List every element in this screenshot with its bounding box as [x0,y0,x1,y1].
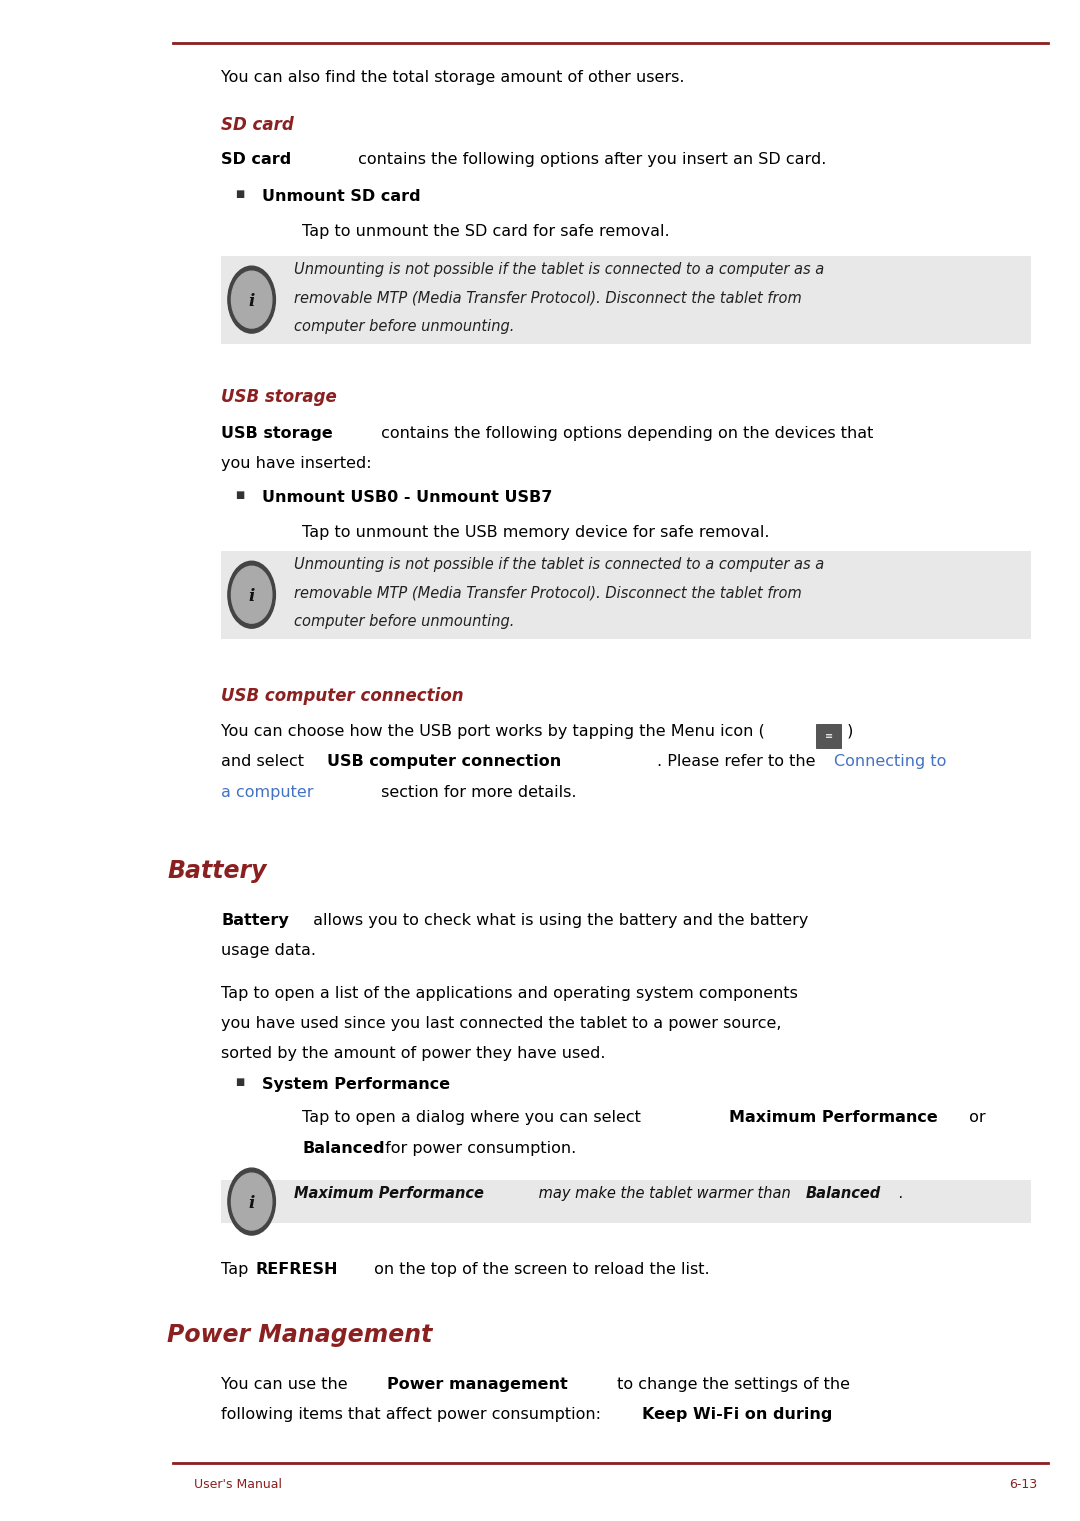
Text: ■: ■ [235,490,245,500]
FancyBboxPatch shape [816,724,841,748]
Text: 6-13: 6-13 [1009,1478,1037,1491]
Text: . Please refer to the: . Please refer to the [657,754,821,770]
Text: removable MTP (Media Transfer Protocol). Disconnect the tablet from: removable MTP (Media Transfer Protocol).… [294,291,801,306]
Text: Tap to unmount the SD card for safe removal.: Tap to unmount the SD card for safe remo… [302,224,670,239]
Text: Unmounting is not possible if the tablet is connected to a computer as a: Unmounting is not possible if the tablet… [294,262,824,277]
FancyBboxPatch shape [221,1180,1031,1223]
Text: You can use the: You can use the [221,1377,353,1392]
Circle shape [228,561,275,628]
Text: a computer: a computer [221,785,314,800]
Text: Battery: Battery [221,913,289,928]
Text: System Performance: System Performance [262,1077,450,1092]
Text: Tap to open a dialog where you can select: Tap to open a dialog where you can selec… [302,1110,647,1126]
Text: usage data.: usage data. [221,943,316,958]
Text: Tap: Tap [221,1262,254,1278]
Text: sorted by the amount of power they have used.: sorted by the amount of power they have … [221,1046,606,1062]
Text: you have inserted:: you have inserted: [221,456,372,472]
Text: .: . [899,1186,903,1202]
Text: ■: ■ [235,1077,245,1088]
Text: Power Management: Power Management [167,1323,433,1348]
Text: contains the following options depending on the devices that: contains the following options depending… [376,426,874,441]
FancyBboxPatch shape [221,551,1031,639]
Text: to change the settings of the: to change the settings of the [612,1377,850,1392]
Text: removable MTP (Media Transfer Protocol). Disconnect the tablet from: removable MTP (Media Transfer Protocol).… [294,586,801,601]
Text: Battery: Battery [167,859,267,884]
Text: i: i [248,1196,255,1212]
Text: ■: ■ [235,189,245,199]
Text: you have used since you last connected the tablet to a power source,: you have used since you last connected t… [221,1016,782,1031]
Text: USB computer connection: USB computer connection [327,754,562,770]
Text: ): ) [842,724,854,739]
Circle shape [231,1173,272,1230]
Text: You can choose how the USB port works by tapping the Menu icon (: You can choose how the USB port works by… [221,724,770,739]
Text: Balanced: Balanced [806,1186,881,1202]
FancyBboxPatch shape [221,256,1031,344]
Circle shape [231,566,272,624]
Text: Unmount SD card: Unmount SD card [262,189,421,204]
Text: SD card: SD card [221,152,292,167]
Text: i: i [248,589,255,605]
Text: SD card: SD card [221,116,294,134]
Text: Unmounting is not possible if the tablet is connected to a computer as a: Unmounting is not possible if the tablet… [294,557,824,572]
Text: and select: and select [221,754,310,770]
Text: Maximum Performance: Maximum Performance [294,1186,484,1202]
Text: Balanced: Balanced [302,1141,386,1156]
Text: contains the following options after you insert an SD card.: contains the following options after you… [353,152,826,167]
Text: computer before unmounting.: computer before unmounting. [294,614,514,630]
Circle shape [228,266,275,333]
Text: Maximum Performance: Maximum Performance [729,1110,937,1126]
Text: Keep Wi-Fi on during: Keep Wi-Fi on during [642,1407,832,1422]
Circle shape [228,1168,275,1235]
Text: following items that affect power consumption:: following items that affect power consum… [221,1407,607,1422]
Text: USB storage: USB storage [221,426,333,441]
Circle shape [231,271,272,329]
Text: allows you to check what is using the battery and the battery: allows you to check what is using the ba… [308,913,808,928]
Text: Unmount USB0 - Unmount USB7: Unmount USB0 - Unmount USB7 [262,490,553,505]
Text: Power management: Power management [387,1377,567,1392]
Text: USB storage: USB storage [221,388,337,406]
Text: Tap to open a list of the applications and operating system components: Tap to open a list of the applications a… [221,986,798,1001]
Text: i: i [248,294,255,310]
Text: computer before unmounting.: computer before unmounting. [294,319,514,335]
Text: Connecting to: Connecting to [834,754,946,770]
Text: USB computer connection: USB computer connection [221,687,464,706]
Text: or: or [964,1110,986,1126]
Text: You can also find the total storage amount of other users.: You can also find the total storage amou… [221,70,685,85]
Text: Tap to unmount the USB memory device for safe removal.: Tap to unmount the USB memory device for… [302,525,770,540]
Text: REFRESH: REFRESH [256,1262,338,1278]
Text: for power consumption.: for power consumption. [380,1141,577,1156]
Text: ≡: ≡ [825,732,833,741]
Text: on the top of the screen to reload the list.: on the top of the screen to reload the l… [369,1262,710,1278]
Text: may make the tablet warmer than: may make the tablet warmer than [534,1186,795,1202]
Text: section for more details.: section for more details. [376,785,577,800]
Text: User's Manual: User's Manual [194,1478,282,1491]
